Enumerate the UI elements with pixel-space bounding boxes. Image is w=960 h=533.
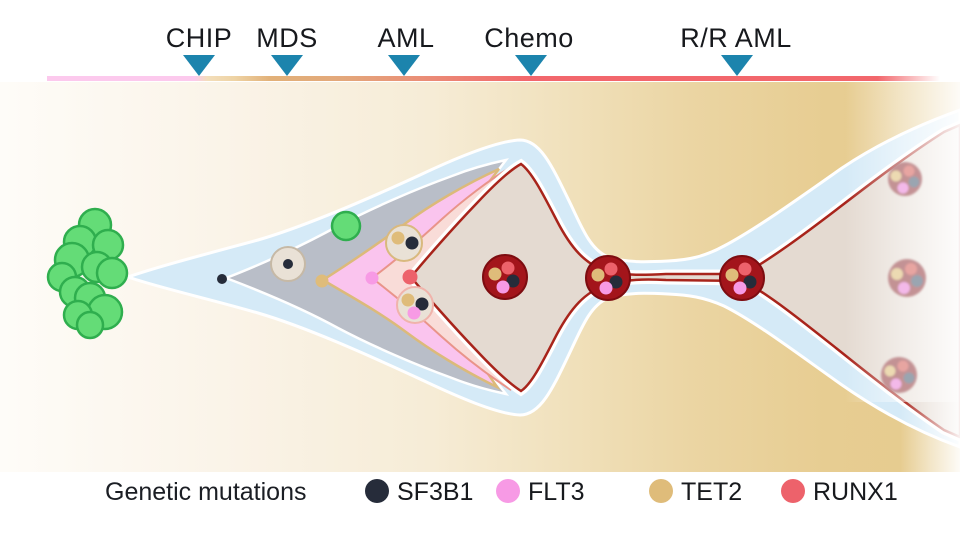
dot-sf3b1 (506, 274, 520, 288)
relapse-cells (881, 162, 926, 393)
dot-sf3b1 (415, 297, 429, 311)
right-fade-overlay (845, 82, 960, 402)
legend-title: Genetic mutations (105, 478, 307, 506)
mutation-legend: Genetic mutations SF3B1 FLT3 TET2 RUNX1 (105, 478, 898, 506)
cell-body (719, 255, 765, 301)
dot-runx1 (903, 165, 915, 177)
legend-label-runx1: RUNX1 (813, 478, 898, 506)
dot-flt3 (599, 281, 613, 295)
stage-label-mds: MDS (256, 23, 318, 53)
stage-marker-chemo-icon (515, 55, 547, 76)
healthy-cell-cluster (46, 207, 129, 340)
cell-sf3b1-tet2 (385, 224, 423, 262)
legend-dot-runx1-icon (781, 479, 805, 503)
dot-tet2 (890, 170, 902, 182)
right-fade-overlay-bottom (900, 402, 960, 472)
dot-flt3 (897, 182, 909, 194)
mutation-dot-sf3b1 (217, 274, 227, 284)
dot-flt3 (898, 282, 910, 294)
cell-body (585, 255, 631, 301)
dot-sf3b1 (743, 275, 757, 289)
timeline-gradient-line (47, 76, 940, 81)
legend-dot-sf3b1-icon (365, 479, 389, 503)
legend-dot-flt3-icon (496, 479, 520, 503)
dot-tet2 (884, 365, 896, 377)
faded-leukemic-cell (881, 357, 917, 393)
progenitor-cells (270, 224, 434, 324)
leukemic-cells (482, 254, 765, 301)
dot-tet2 (401, 293, 415, 307)
healthy-cell (95, 256, 129, 290)
dot-tet2 (891, 268, 903, 280)
dot-sf3b1 (911, 275, 923, 287)
dot-runx1 (604, 262, 618, 276)
dot-runx1 (738, 262, 752, 276)
dot-tet2 (725, 268, 739, 282)
dot-tet2 (391, 231, 405, 245)
cell-sf3b1 (270, 246, 306, 282)
leukemic-cell (585, 255, 631, 301)
mutation-dot-runx1 (402, 269, 418, 285)
leukemic-cell (482, 254, 528, 300)
timeline: CHIP MDS AML Chemo R/R AML (47, 23, 940, 81)
dot-sf3b1 (908, 176, 920, 188)
dot-sf3b1 (609, 275, 623, 289)
dot-flt3 (496, 280, 510, 294)
stage-label-rr-aml: R/R AML (680, 23, 792, 53)
stage-marker-mds-icon (271, 55, 303, 76)
stage-label-aml: AML (377, 23, 434, 53)
dot-sf3b1 (405, 236, 419, 250)
cell-sf3b1-tet2-flt3 (396, 286, 434, 324)
mutation-dot-flt3 (365, 271, 379, 285)
dot-runx1 (905, 263, 917, 275)
dot-runx1 (897, 360, 909, 372)
faded-leukemic-cell (888, 162, 922, 196)
stage-marker-rr-aml-icon (721, 55, 753, 76)
stage-label-chemo: Chemo (484, 23, 574, 53)
dot-sf3b1 (903, 372, 915, 384)
stage-marker-aml-icon (388, 55, 420, 76)
leukemic-cell (719, 255, 765, 301)
faded-leukemic-cell (888, 259, 926, 297)
dot-tet2 (488, 267, 502, 281)
stage-marker-chip-icon (183, 55, 215, 76)
dot-sf3b1 (283, 259, 293, 269)
dot-runx1 (501, 261, 515, 275)
dot-flt3 (407, 306, 421, 320)
legend-label-tet2: TET2 (681, 478, 742, 506)
stage-label-chip: CHIP (166, 23, 233, 53)
cell-body (482, 254, 528, 300)
mutation-dot-tet2 (315, 274, 329, 288)
healthy-cell (75, 310, 105, 340)
legend-dot-tet2-icon (649, 479, 673, 503)
dot-flt3 (733, 281, 747, 295)
legend-label-flt3: FLT3 (528, 478, 585, 506)
healthy-cell-single (330, 210, 362, 242)
dot-tet2 (591, 268, 605, 282)
legend-label-sf3b1: SF3B1 (397, 478, 473, 506)
dot-flt3 (890, 378, 902, 390)
